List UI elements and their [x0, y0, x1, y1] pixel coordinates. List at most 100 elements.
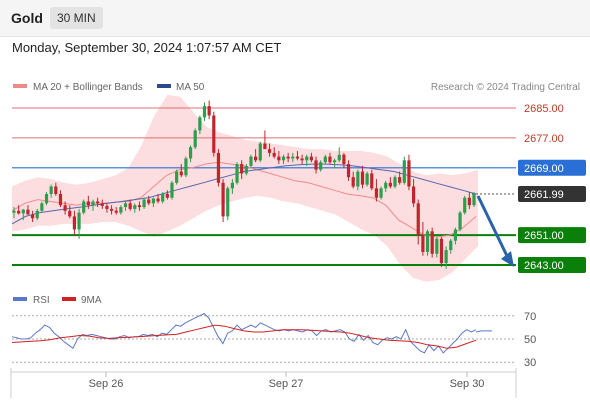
- candle-body: [249, 156, 253, 166]
- candle-body: [272, 152, 276, 157]
- candle: [337, 147, 341, 163]
- rsi-legend-swatch: [13, 297, 27, 301]
- candle-body: [449, 240, 453, 251]
- candle: [370, 169, 374, 191]
- bollinger-band-fill: [12, 94, 478, 282]
- ma50-line: [11, 163, 477, 225]
- candle: [249, 154, 253, 168]
- timeframe-badge[interactable]: 30 MIN: [50, 7, 103, 29]
- candle-body: [342, 154, 346, 165]
- candle: [184, 156, 188, 178]
- candle-body: [54, 186, 58, 194]
- candle: [398, 171, 402, 185]
- candle-body: [314, 160, 318, 170]
- candle-body: [133, 205, 137, 209]
- candle-body: [337, 154, 341, 161]
- candle-body: [453, 229, 458, 241]
- ma20-legend-label: MA 20 + Bollinger Bands: [33, 82, 143, 93]
- candle-body: [123, 203, 128, 208]
- candle-body: [91, 201, 95, 206]
- rsi-tick-label: 30: [524, 357, 536, 369]
- bollinger-bands: [12, 94, 478, 282]
- ma20-legend-swatch: [13, 84, 27, 88]
- candle: [328, 152, 332, 165]
- rsi-ma-legend-swatch: [62, 297, 76, 301]
- candle-body: [263, 143, 267, 150]
- candle: [26, 205, 30, 215]
- price-label-box-pivot: [518, 159, 586, 176]
- candle-body: [35, 210, 39, 219]
- candle: [54, 182, 58, 196]
- candle: [165, 190, 169, 200]
- candle: [128, 199, 132, 211]
- rsi-tick-label: 50: [524, 334, 536, 346]
- candle: [137, 201, 142, 211]
- candle: [133, 203, 137, 213]
- candle: [472, 192, 476, 208]
- candle-body: [458, 212, 462, 230]
- candle-body: [230, 182, 234, 189]
- candle-body: [472, 193, 476, 206]
- candle-body: [114, 210, 118, 213]
- candle: [374, 179, 379, 202]
- candle-body: [444, 250, 448, 264]
- candle: [309, 152, 313, 163]
- candle: [291, 152, 295, 163]
- candle: [421, 222, 425, 256]
- candle: [188, 145, 193, 163]
- candle: [319, 160, 323, 172]
- ma50-legend-label: MA 50: [176, 82, 205, 93]
- candle: [40, 201, 44, 213]
- instrument-name: Gold: [11, 10, 43, 26]
- candle-body: [49, 186, 53, 194]
- candle-body: [156, 198, 160, 202]
- candle: [216, 149, 221, 187]
- candle-body: [407, 160, 411, 187]
- candle-body: [161, 193, 165, 202]
- candle: [240, 160, 244, 180]
- candle: [123, 201, 128, 211]
- candle: [439, 236, 444, 267]
- candle-body: [72, 216, 77, 230]
- candle: [458, 210, 462, 232]
- candle: [281, 154, 286, 165]
- candle: [21, 208, 25, 221]
- candle-body: [151, 198, 155, 204]
- candle: [258, 141, 262, 163]
- candle: [49, 184, 53, 198]
- candle-body: [170, 182, 174, 198]
- candle-body: [147, 199, 151, 204]
- candle: [286, 152, 290, 163]
- arrow-shaft: [476, 195, 510, 259]
- candle-body: [86, 201, 90, 206]
- price-label-box-current: [518, 186, 586, 203]
- candle-body: [374, 188, 379, 198]
- price-level-label: 2661.99: [524, 189, 564, 201]
- candle-body: [17, 210, 21, 214]
- candle: [346, 160, 351, 181]
- candle-body: [40, 203, 44, 211]
- candle-body: [198, 117, 202, 131]
- candle-body: [286, 156, 290, 159]
- candle-body: [360, 171, 365, 185]
- candle: [305, 154, 309, 166]
- candle-body: [305, 156, 309, 161]
- candle-body: [212, 115, 216, 153]
- candle: [379, 186, 383, 200]
- candle-body: [384, 182, 388, 189]
- candle: [277, 150, 281, 165]
- candle: [384, 180, 388, 193]
- rsi-legend-label: RSI: [33, 295, 50, 306]
- candle: [12, 207, 16, 219]
- price-label-box-support: [518, 257, 586, 273]
- ma50-legend-swatch: [157, 84, 171, 88]
- candle: [175, 169, 179, 185]
- candle-body: [109, 208, 114, 211]
- time-axis: Sep 26 Sep 27 Sep 30: [10, 368, 517, 398]
- candle-body: [277, 156, 281, 161]
- candle-body: [333, 160, 337, 163]
- candle-body: [221, 182, 225, 217]
- candle: [254, 149, 258, 163]
- candle: [77, 208, 81, 239]
- candle: [449, 238, 453, 254]
